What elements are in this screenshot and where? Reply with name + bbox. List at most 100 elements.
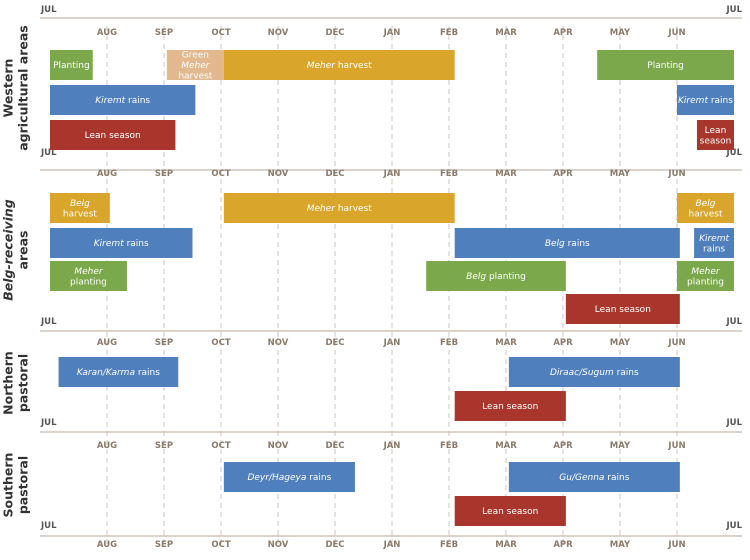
bar-label: planting <box>70 277 107 287</box>
bar-label: Lean season <box>482 507 538 517</box>
month-tick-label: FEB <box>440 338 458 348</box>
month-tick-label: SEP <box>155 540 173 550</box>
panel-label-line: Belg-receiving <box>1 199 16 301</box>
bar-planting <box>50 261 127 291</box>
bar-rains <box>223 462 355 492</box>
bar-label: Lean season <box>482 402 538 412</box>
month-tick-label: DEC <box>325 28 344 38</box>
corner-label-start: JUL <box>40 317 57 327</box>
bar-label: Deyr/Hageya rains <box>247 473 331 483</box>
bar-harvest <box>223 193 455 223</box>
month-tick-label: MAY <box>610 169 631 179</box>
bar-harvest <box>50 193 110 223</box>
panel-label-line: areas <box>16 231 31 270</box>
month-tick-label: OCT <box>211 441 230 451</box>
bar-lean <box>454 496 566 526</box>
season-bar: Meher harvest <box>223 50 455 80</box>
bar-label: Gu/Genna rains <box>559 473 629 483</box>
season-bar: Deyr/Hageya rains <box>223 462 355 492</box>
bar-label: planting <box>687 277 724 287</box>
panel-label-line: pastoral <box>16 456 31 514</box>
bar-planting <box>426 261 566 291</box>
corner-label-start: JUL <box>40 5 57 15</box>
month-tick-label: DEC <box>325 338 344 348</box>
month-tick-label: MAY <box>610 540 631 550</box>
panel-label-northern: Northern pastoral <box>1 351 31 415</box>
month-tick-label: NOV <box>268 441 289 451</box>
month-tick-label: APR <box>553 338 573 348</box>
season-bar: Kiremt rains <box>50 85 196 115</box>
month-tick-label: AUG <box>97 540 117 550</box>
corner-label-end: JUL <box>726 5 743 15</box>
season-bar: Lean season <box>50 120 176 150</box>
month-tick-label: NOV <box>268 28 289 38</box>
bar-label: Meher <box>74 267 104 277</box>
month-tick-label: APR <box>553 540 573 550</box>
month-tick-label: APR <box>553 28 573 38</box>
month-tick-label: OCT <box>211 169 230 179</box>
panel-label-line: Southern <box>1 453 16 518</box>
panel-label-line: Northern <box>1 351 16 415</box>
bar-label: season <box>700 136 732 146</box>
month-tick-label: FEB <box>440 28 458 38</box>
month-tick-label: APR <box>553 169 573 179</box>
bar-label: Belg rains <box>545 239 590 249</box>
season-bar: Planting <box>50 50 93 80</box>
month-tick-label: OCT <box>211 28 230 38</box>
bar-label: Karan/Karma rains <box>77 368 160 378</box>
month-tick-label: MAR <box>495 338 517 348</box>
corner-label-end: JUL <box>726 148 743 158</box>
month-tick-label: AUG <box>97 169 117 179</box>
month-tick-label: DEC <box>325 540 344 550</box>
month-tick-label: SEP <box>155 169 173 179</box>
corner-label-end: JUL <box>726 418 743 428</box>
month-tick-label: JAN <box>383 28 401 38</box>
month-tick-label: MAY <box>610 28 631 38</box>
corner-label-end: JUL <box>726 521 743 531</box>
bar-rains <box>50 228 193 258</box>
month-tick-label: FEB <box>440 540 458 550</box>
month-tick-label: MAY <box>610 338 631 348</box>
season-bar: Lean season <box>454 496 566 526</box>
season-bar: Planting <box>597 50 734 80</box>
month-tick-label: JUN <box>667 28 685 38</box>
month-tick-label: AUG <box>97 338 117 348</box>
season-bar: Belg rains <box>454 228 680 258</box>
month-tick-label: DEC <box>325 441 344 451</box>
panel-southern: Deyr/Hageya rains Gu/Genna rains Lean seas… <box>223 462 680 526</box>
bar-green_harvest <box>166 50 224 80</box>
bar-planting <box>50 50 93 80</box>
bar-rains <box>454 228 680 258</box>
month-tick-label: MAY <box>610 441 631 451</box>
bar-lean <box>454 391 566 421</box>
month-tick-label: APR <box>553 441 573 451</box>
month-tick-label: JAN <box>383 338 401 348</box>
bar-label: Belg <box>696 199 716 209</box>
month-tick-label: SEP <box>155 338 173 348</box>
bar-label: Planting <box>53 61 90 71</box>
season-bar: Meher harvest <box>223 193 455 223</box>
month-tick-label: JAN <box>383 441 401 451</box>
month-tick-label: JUN <box>667 441 685 451</box>
bar-label: Lean season <box>595 305 651 315</box>
corner-label-start: JUL <box>40 521 57 531</box>
month-tick-label: AUG <box>97 441 117 451</box>
season-bar: Lean season <box>565 294 680 324</box>
month-tick-label: OCT <box>211 540 230 550</box>
panel-northern: Karan/Karma rains Diraac/Sugum rains Lean … <box>58 357 680 421</box>
bar-label: Meher harvest <box>307 61 373 71</box>
month-tick-label: MAR <box>495 169 517 179</box>
month-tick-label: MAR <box>495 540 517 550</box>
month-tick-label: AUG <box>97 28 117 38</box>
bar-label: Lean <box>705 126 727 136</box>
bar-lean <box>50 120 176 150</box>
panel-label-belg: Belg-receiving areas <box>1 199 31 301</box>
month-tick-label: SEP <box>155 28 173 38</box>
bar-harvest <box>223 50 455 80</box>
season-bar: Diraac/Sugum rains <box>508 357 680 387</box>
bar-harvest <box>677 193 734 223</box>
